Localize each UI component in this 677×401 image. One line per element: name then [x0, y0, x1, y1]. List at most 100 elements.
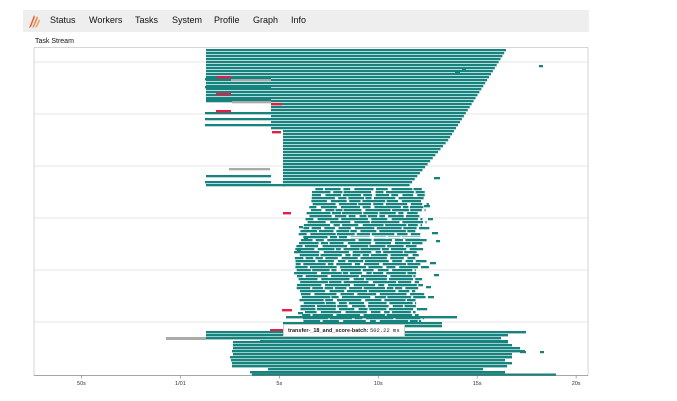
task-bar[interactable]	[540, 351, 544, 354]
task-bar[interactable]	[404, 251, 417, 254]
task-bar[interactable]	[375, 251, 382, 254]
task-bar[interactable]	[353, 278, 365, 281]
task-bar[interactable]	[283, 181, 413, 184]
task-bar[interactable]	[375, 242, 391, 245]
task-bar[interactable]	[390, 257, 404, 260]
task-bar[interactable]	[299, 254, 319, 257]
task-bar[interactable]	[320, 242, 329, 245]
task-bar[interactable]	[371, 218, 388, 221]
task-bar[interactable]	[300, 281, 328, 284]
task-bar[interactable]	[205, 112, 271, 115]
task-bar[interactable]	[407, 272, 417, 275]
task-bar[interactable]	[316, 305, 337, 308]
task-bar[interactable]	[271, 115, 464, 118]
task-bar[interactable]	[389, 302, 413, 305]
task-bar[interactable]	[405, 239, 427, 242]
task-bar[interactable]	[363, 263, 380, 266]
task-bar[interactable]	[323, 251, 350, 254]
task-bar[interactable]	[407, 212, 418, 215]
task-bar[interactable]	[371, 221, 400, 224]
task-bar[interactable]	[294, 251, 320, 254]
task-bar[interactable]	[372, 272, 384, 275]
task-bar[interactable]	[434, 274, 439, 277]
task-bar[interactable]	[206, 70, 493, 73]
task-bar[interactable]	[349, 200, 361, 203]
task-bar[interactable]	[413, 296, 426, 299]
task-bar[interactable]	[283, 136, 451, 139]
task-bar[interactable]	[368, 302, 387, 305]
task-bar[interactable]	[311, 197, 335, 200]
task-bar[interactable]	[303, 227, 310, 230]
task-bar[interactable]	[346, 290, 368, 293]
task-bar[interactable]	[329, 242, 344, 245]
task-bar[interactable]	[328, 281, 342, 284]
task-bar[interactable]	[348, 302, 365, 305]
task-bar[interactable]	[205, 181, 271, 184]
task-bar[interactable]	[283, 172, 420, 175]
task-bar[interactable]	[341, 257, 358, 260]
task-bar[interactable]	[378, 284, 385, 287]
task-bar[interactable]	[300, 293, 311, 296]
task-bar[interactable]	[206, 184, 285, 187]
task-bar[interactable]	[365, 260, 389, 263]
task-bar[interactable]	[520, 351, 526, 354]
task-bar[interactable]	[205, 118, 271, 121]
task-bar[interactable]	[337, 260, 346, 263]
task-bar[interactable]	[206, 52, 505, 55]
task-bar[interactable]	[341, 218, 368, 221]
task-bar[interactable]	[307, 221, 326, 224]
task-bar[interactable]	[386, 287, 394, 290]
task-bar[interactable]	[421, 266, 429, 269]
task-bar[interactable]	[343, 320, 366, 323]
task-bar[interactable]	[388, 308, 414, 311]
task-bar[interactable]	[407, 224, 418, 227]
task-bar[interactable]	[324, 188, 341, 191]
task-bar[interactable]	[233, 344, 512, 347]
task-bar[interactable]	[330, 221, 351, 224]
task-bar[interactable]	[347, 242, 371, 245]
task-bar[interactable]	[206, 94, 478, 97]
task-bar[interactable]	[333, 191, 343, 194]
task-bar[interactable]	[342, 194, 362, 197]
task-bar[interactable]	[268, 368, 483, 371]
task-bar[interactable]	[305, 218, 314, 221]
task-bar[interactable]	[340, 266, 366, 269]
task-bar[interactable]	[294, 257, 304, 260]
task-bar[interactable]	[320, 206, 337, 209]
task-bar[interactable]	[283, 163, 428, 166]
task-bar[interactable]	[415, 191, 425, 194]
task-bar[interactable]	[363, 314, 386, 317]
task-bar[interactable]	[206, 73, 491, 76]
task-bar[interactable]	[410, 233, 421, 236]
task-bar[interactable]	[388, 215, 404, 218]
task-bar[interactable]	[327, 263, 334, 266]
task-bar[interactable]	[283, 145, 444, 148]
transfer-bar[interactable]	[283, 212, 291, 215]
task-bar[interactable]	[312, 314, 333, 317]
task-bar[interactable]	[362, 254, 369, 257]
idle-bar[interactable]	[231, 79, 271, 82]
task-bar[interactable]	[375, 188, 388, 191]
task-bar[interactable]	[434, 177, 440, 180]
task-bar[interactable]	[366, 272, 372, 275]
task-bar[interactable]	[348, 260, 364, 263]
task-bar[interactable]	[390, 254, 409, 257]
task-bar[interactable]	[375, 191, 384, 194]
task-bar[interactable]	[379, 293, 407, 296]
task-bar[interactable]	[302, 314, 311, 317]
task-bar[interactable]	[462, 68, 466, 71]
task-bar[interactable]	[343, 209, 362, 212]
task-bar[interactable]	[377, 269, 389, 272]
task-bar[interactable]	[360, 248, 381, 251]
task-bar[interactable]	[356, 233, 370, 236]
task-bar[interactable]	[311, 194, 321, 197]
task-bar[interactable]	[314, 293, 337, 296]
task-bar[interactable]	[392, 269, 413, 272]
task-bar[interactable]	[232, 334, 265, 337]
task-bar[interactable]	[413, 275, 416, 278]
task-bar[interactable]	[368, 266, 383, 269]
task-bar[interactable]	[397, 281, 412, 284]
task-bar[interactable]	[320, 311, 342, 314]
task-bar[interactable]	[331, 275, 359, 278]
task-bar[interactable]	[340, 269, 361, 272]
